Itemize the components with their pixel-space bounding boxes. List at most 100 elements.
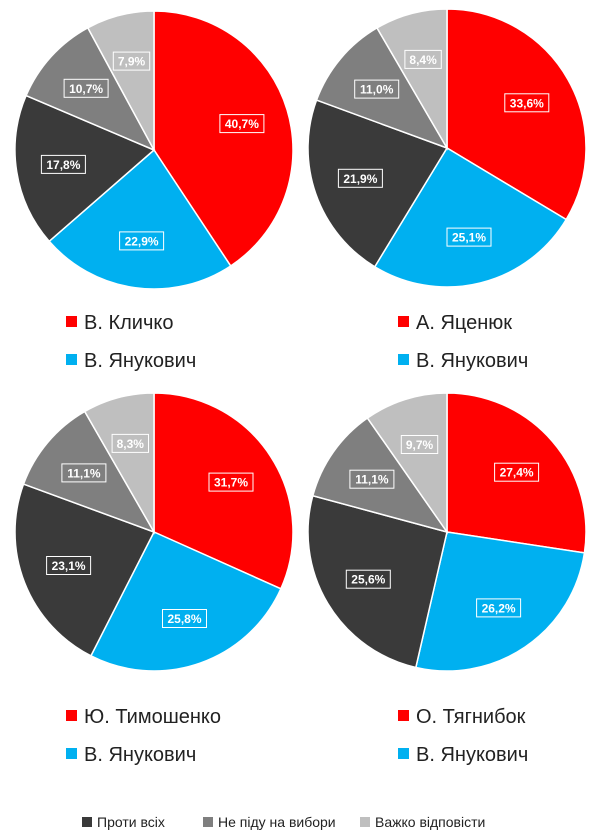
pie-data-label-text: 8,4%	[409, 53, 437, 67]
legend-entry: В. Янукович	[84, 350, 196, 372]
legend-swatch	[398, 710, 409, 721]
pie-data-label: 23,1%	[46, 556, 92, 575]
pie-data-label-box	[162, 609, 207, 628]
pie-data-label: 11,1%	[61, 463, 107, 483]
pie-data-label-text: 40,7%	[225, 117, 259, 131]
pie-slice	[89, 531, 282, 672]
pie-data-label: 25,6%	[345, 569, 391, 589]
bottom-legend-label: Не піду на вибори	[218, 814, 336, 830]
pie-data-label-text: 9,7%	[406, 438, 434, 452]
legend-entry: А. Яценюк	[416, 312, 512, 334]
pie-data-label-text: 11,0%	[360, 83, 394, 97]
pie-slice	[48, 148, 232, 290]
pie-chart-4: 27,4% 26,2% 25,6% 11,1% 9,7% О. Тягнибок В. Ян…	[307, 392, 587, 766]
bottom-legend-swatch	[360, 817, 370, 827]
pie-data-label: 10,7%	[63, 78, 109, 98]
pie-slice	[373, 146, 568, 288]
bottom-legend-swatch	[82, 817, 92, 827]
pie-slice	[86, 10, 155, 151]
pie-data-label: 31,7%	[208, 472, 254, 492]
pie-data-label-text: 11,1%	[67, 466, 101, 480]
pie-data-label: 7,9%	[112, 51, 151, 71]
legend-swatch	[66, 354, 77, 365]
pie-data-label-box	[119, 231, 165, 251]
legend-swatch	[66, 748, 77, 759]
pie-data-label-box	[400, 435, 439, 454]
legend-swatch	[398, 748, 409, 759]
pie-chart-1: 40,7% 22,9% 17,8% 10,7% 7,9% В. Кличко В. Янук…	[14, 10, 294, 372]
pie-data-label-box	[46, 556, 92, 575]
pie-data-label-box	[345, 569, 391, 589]
bottom-legend-label: Проти всіх	[97, 814, 165, 830]
pie-data-label-box	[446, 227, 492, 247]
pie-data-label: 9,7%	[400, 435, 439, 454]
pie-slice	[311, 416, 449, 534]
pie-slice	[25, 26, 156, 152]
pie-data-label: 26,2%	[476, 598, 522, 618]
pie-data-label-box	[404, 49, 442, 69]
pie-data-label: 40,7%	[219, 114, 265, 134]
pie-data-label-text: 21,9%	[343, 172, 377, 186]
pie-slice	[315, 26, 449, 150]
pie-data-label-box	[111, 433, 149, 453]
pie-data-label: 25,8%	[162, 609, 207, 628]
pie-data-label-box	[337, 168, 383, 188]
pie-data-label-box	[112, 51, 151, 71]
pie-chart-2: 33,6% 25,1% 21,9% 11,0% 8,4% А. Яценюк В. Янук…	[307, 8, 587, 372]
pie-data-label: 21,9%	[337, 168, 383, 188]
pie-data-label-box	[354, 79, 400, 99]
pie-data-label-text: 25,6%	[351, 573, 385, 587]
pie-slice	[446, 8, 587, 221]
pie-data-label: 33,6%	[504, 93, 550, 113]
pie-data-label-box	[219, 114, 265, 134]
pie-slice	[414, 531, 586, 672]
pie-data-label-text: 23,1%	[52, 559, 86, 573]
pie-slice	[307, 494, 448, 669]
bottom-legend: Проти всіх Не піду на вибори Важко відпові…	[82, 814, 485, 830]
pie-data-label-box	[349, 469, 395, 489]
pie-data-label-text: 25,8%	[167, 612, 201, 626]
pie-data-label-text: 25,1%	[452, 231, 486, 245]
pie-data-label-text: 11,1%	[355, 473, 389, 487]
pie-slice	[366, 392, 448, 535]
legend-entry: О. Тягнибок	[416, 706, 526, 728]
pie-data-label-box	[504, 93, 550, 113]
pie-data-label: 22,9%	[119, 231, 165, 251]
pie-slice	[375, 8, 448, 151]
pie-data-label: 11,1%	[349, 469, 395, 489]
pie-data-label: 25,1%	[446, 227, 492, 247]
pie-data-label-box	[494, 462, 540, 482]
legend-entry: В. Янукович	[416, 350, 528, 372]
pie-data-label: 8,4%	[404, 49, 442, 69]
legend-swatch	[66, 316, 77, 327]
legend-entry: В. Кличко	[84, 312, 173, 334]
pie-data-label-box	[61, 463, 107, 483]
pie-data-label-text: 26,2%	[482, 601, 516, 615]
legend-entry: В. Янукович	[416, 744, 528, 766]
pie-slice	[14, 94, 156, 243]
pie-data-label-box	[476, 598, 522, 618]
legend-swatch	[398, 354, 409, 365]
pie-slice	[22, 410, 156, 534]
pie-data-label: 11,0%	[354, 79, 400, 99]
pie-slice	[307, 99, 449, 268]
legend-swatch	[66, 710, 77, 721]
pie-data-label-text: 17,8%	[46, 158, 80, 172]
pie-data-label-box	[208, 472, 254, 492]
legend-swatch	[398, 316, 409, 327]
legend-entry: В. Янукович	[84, 744, 196, 766]
pie-chart-3: 31,7% 25,8% 23,1% 11,1% 8,3% Ю. Тимошенко В. Я…	[14, 392, 294, 766]
bottom-legend-label: Важко відповісти	[375, 814, 485, 830]
pie-data-label-text: 7,9%	[118, 55, 146, 69]
pie-data-label: 8,3%	[111, 433, 149, 453]
bottom-legend-swatch	[203, 817, 213, 827]
pie-data-label-box	[63, 78, 109, 98]
legend-entry: Ю. Тимошенко	[84, 706, 221, 728]
pie-data-label-text: 10,7%	[69, 82, 103, 96]
pie-slice	[83, 392, 155, 535]
pie-data-label: 27,4%	[494, 462, 540, 482]
pie-data-label-text: 22,9%	[125, 234, 159, 248]
pie-slice	[446, 392, 587, 554]
pie-data-label-text: 27,4%	[500, 466, 534, 480]
